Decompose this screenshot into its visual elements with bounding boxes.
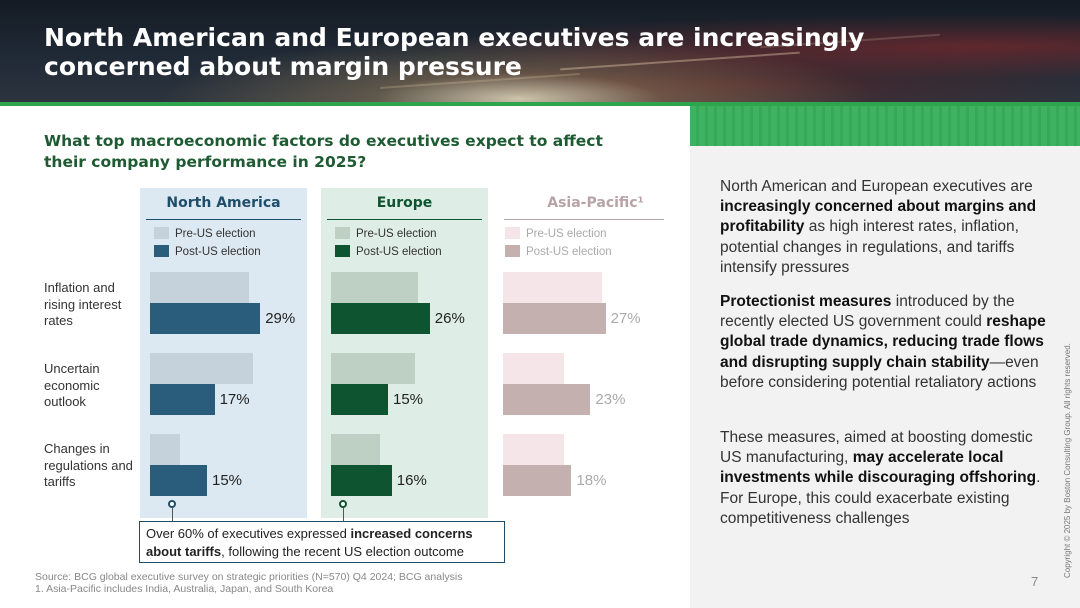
panel-header-rule [327, 219, 482, 220]
bar-pre-north-america [150, 272, 249, 303]
page-title: North American and European executives a… [44, 23, 865, 81]
header-divider [0, 102, 1080, 106]
value-label: 26% [434, 310, 465, 327]
commentary-panel [690, 146, 1080, 608]
bar-pre-asia-pacific [503, 434, 564, 465]
legend-swatch [335, 227, 350, 239]
bar-post-north-america [150, 303, 261, 334]
value-label: 18% [576, 472, 607, 489]
category-label: Inflation and rising interest rates [44, 280, 122, 328]
bar-pre-europe [331, 272, 419, 303]
legend-pre: Pre-US election [154, 227, 256, 241]
value-label: 15% [393, 391, 424, 408]
legend-swatch [505, 245, 520, 257]
legend-swatch [154, 245, 169, 257]
legend-post: Post-US election [335, 245, 442, 259]
footnote: 1. Asia-Pacific includes India, Australi… [35, 583, 334, 595]
bar-post-north-america [150, 384, 215, 415]
legend-swatch [505, 227, 520, 239]
tariff-callout: Over 60% of executives expressed increas… [139, 521, 505, 563]
accent-bar [690, 106, 1080, 146]
bar-post-north-america [150, 465, 207, 496]
value-label: 16% [396, 472, 427, 489]
callout-pin [168, 500, 176, 508]
bar-pre-north-america [150, 353, 253, 384]
panel-header-rule [504, 219, 664, 220]
page-number: 7 [1031, 574, 1039, 589]
value-label: 23% [595, 391, 626, 408]
bar-post-asia-pacific [503, 384, 591, 415]
legend-pre: Pre-US election [335, 227, 437, 241]
callout-connector [172, 508, 173, 521]
bar-pre-north-america [150, 434, 181, 465]
chart-question: What top macroeconomic factors do execut… [44, 132, 603, 171]
value-label: 17% [219, 391, 250, 408]
bar-pre-asia-pacific [503, 272, 602, 303]
legend-swatch [335, 245, 350, 257]
bar-post-europe [331, 384, 388, 415]
source-note: Source: BCG global executive survey on s… [35, 571, 463, 583]
bar-pre-asia-pacific [503, 353, 564, 384]
panel-header-asia-pacific: Asia-Pacific¹ [547, 195, 644, 211]
bar-post-asia-pacific [503, 303, 606, 334]
copyright: Copyright © 2025 by Boston Consulting Gr… [1063, 343, 1072, 578]
header-banner: North American and European executives a… [0, 0, 1080, 104]
legend-post: Post-US election [154, 245, 261, 259]
legend-post: Post-US election [505, 245, 612, 259]
bar-post-europe [331, 303, 430, 334]
legend-swatch [154, 227, 169, 239]
commentary-paragraph: Protectionist measures introduced by the… [720, 293, 1046, 391]
commentary-paragraph: These measures, aimed at boosting domest… [720, 429, 1041, 527]
panel-header-europe: Europe [376, 195, 433, 211]
panel-header-rule [146, 219, 301, 220]
bar-pre-europe [331, 353, 415, 384]
value-label: 27% [610, 310, 641, 327]
bar-post-asia-pacific [503, 465, 572, 496]
callout-connector [343, 508, 344, 521]
commentary-paragraph: North American and European executives a… [720, 178, 1037, 276]
panel-header-north-america: North America [166, 195, 281, 211]
bar-pre-europe [331, 434, 381, 465]
category-label: Changes in regulations and tariffs [44, 441, 133, 489]
value-label: 29% [265, 310, 296, 327]
bar-post-europe [331, 465, 392, 496]
callout-pin [339, 500, 347, 508]
category-label: Uncertain economic outlook [44, 361, 100, 409]
value-label: 15% [212, 472, 243, 489]
legend-pre: Pre-US election [505, 227, 607, 241]
